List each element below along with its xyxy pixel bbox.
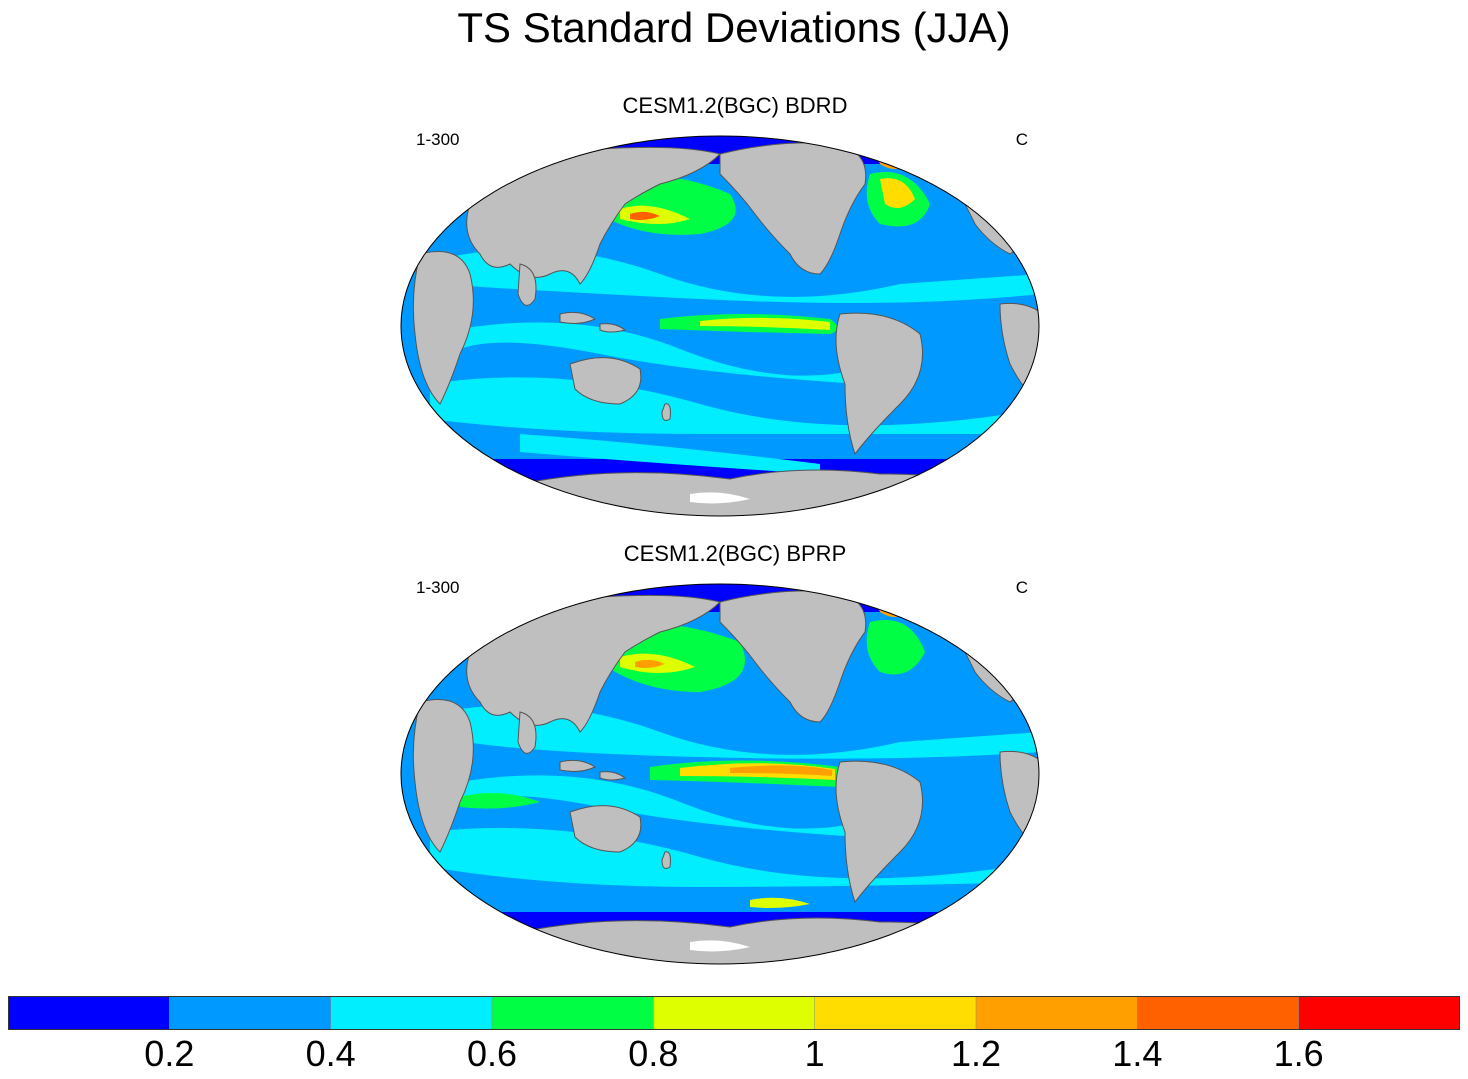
colorbar-label: 0.6 — [466, 1033, 518, 1074]
ice-shelf — [690, 940, 750, 952]
greenland — [919, 595, 971, 629]
colorbar-box — [975, 996, 1139, 1030]
indonesia — [599, 771, 627, 781]
map-border — [400, 583, 1040, 965]
units-label: C — [1015, 130, 1028, 149]
units-label: C — [1015, 578, 1028, 597]
colorbar-label: 1.6 — [1273, 1033, 1324, 1074]
new-zealand — [661, 851, 671, 869]
yellow-region — [540, 138, 590, 153]
australia — [569, 357, 642, 405]
colorbar-box — [653, 996, 816, 1030]
green-region — [866, 620, 925, 675]
cyan-band — [460, 775, 860, 837]
map-panel-bdrd: CESM1.2(BGC) BDRD 1-300 C — [400, 92, 1070, 517]
year-range-label: 1-300 — [416, 578, 460, 597]
colorbar-box — [8, 996, 171, 1030]
colorbar-label: 0.2 — [144, 1033, 195, 1074]
south-america — [835, 312, 923, 456]
colorbar-labels: 0.2 0.4 0.6 0.8 1 1.2 1.4 1.6 — [0, 1032, 1468, 1076]
new-zealand — [661, 403, 671, 421]
green-region — [460, 793, 540, 809]
cyan-band — [460, 322, 860, 384]
world-map-bprp — [400, 583, 1040, 965]
colorbar-box — [814, 996, 977, 1030]
colorbar-box — [169, 996, 332, 1030]
colorbar-boxes — [8, 996, 1460, 1030]
india — [517, 263, 537, 306]
ice-shelf — [690, 492, 750, 504]
indonesia — [559, 759, 597, 772]
colorbar-box — [1137, 996, 1300, 1030]
orange-region — [630, 211, 660, 220]
colorbar-label: 0.8 — [628, 1033, 679, 1074]
africa — [412, 699, 474, 853]
south-america — [835, 760, 923, 904]
colorbar-label: 0.4 — [305, 1033, 356, 1074]
colorbar-label: 1.2 — [950, 1033, 1002, 1074]
colorbar-outline — [8, 996, 1460, 1030]
eurasia — [466, 594, 721, 733]
map-panel-bprp: CESM1.2(BGC) BPRP 1-300 C — [400, 540, 1070, 965]
colorbar-box — [1298, 996, 1460, 1030]
yellow-region — [880, 178, 915, 208]
colorbar — [8, 996, 1460, 1030]
colorbar-box — [491, 996, 655, 1030]
indonesia — [599, 323, 627, 333]
greenland — [919, 147, 971, 181]
cyan-band — [440, 705, 1039, 759]
colorbar-box — [330, 996, 493, 1030]
eurasia — [466, 146, 721, 285]
orange-region — [635, 659, 665, 668]
map-border — [400, 135, 1040, 517]
yellow-region — [540, 586, 590, 601]
africa — [412, 251, 474, 405]
india — [517, 711, 537, 754]
year-range-label: 1-300 — [416, 130, 460, 149]
colorbar-label: 1.4 — [1112, 1033, 1163, 1074]
australia — [569, 805, 642, 853]
equatorial-tongue-warm — [700, 317, 830, 330]
panel-title: CESM1.2(BGC) BPRP — [623, 541, 847, 566]
indonesia — [559, 311, 597, 324]
landmasses — [401, 142, 1039, 516]
cyan-band — [520, 434, 820, 474]
panel-title: CESM1.2(BGC) BDRD — [622, 93, 848, 118]
main-title: TS Standard Deviations (JJA) — [457, 4, 1011, 51]
equatorial-tongue-hot — [730, 765, 832, 776]
world-map-bdrd — [400, 135, 1040, 517]
colorbar-label: 1 — [804, 1033, 825, 1074]
yellow-region — [750, 897, 810, 908]
